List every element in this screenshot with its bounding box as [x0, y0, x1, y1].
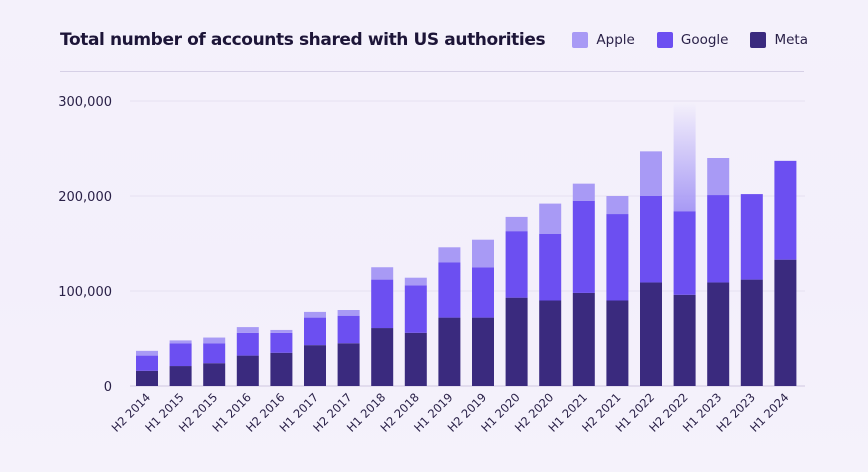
legend-item-apple: Apple [572, 32, 635, 48]
bar-meta-h1-2017 [304, 345, 326, 386]
bar-meta-h2-2016 [270, 352, 293, 386]
bar-google-h2-2022 [673, 211, 696, 295]
bar-apple-h1-2019 [438, 247, 461, 263]
y-tick-label: 0 [104, 380, 112, 395]
y-tick-label: 300,000 [58, 95, 112, 110]
legend-swatch-meta [750, 32, 767, 48]
bar-google-h1-2020 [505, 231, 528, 298]
legend-label-google: Google [680, 32, 729, 48]
bar-apple-h1-2017 [304, 311, 326, 318]
bar-meta-h1-2023 [707, 282, 730, 386]
bar-google-h1-2016 [236, 332, 259, 356]
bar-apple-h1-2020 [505, 216, 528, 232]
bar-meta-h1-2021 [572, 292, 595, 386]
bar-apple-h1-2021 [572, 183, 595, 201]
legend: Apple Google Meta [572, 32, 808, 48]
bar-google-h2-2021 [606, 214, 629, 301]
bar-apple-h2-2017 [337, 310, 360, 316]
bar-google-h1-2015 [169, 343, 192, 367]
bar-google-h2-2015 [203, 343, 226, 364]
bar-meta-h1-2022 [640, 282, 662, 386]
bar-google-h2-2019 [472, 267, 494, 318]
bar-meta-h2-2021 [606, 300, 629, 386]
bar-apple-h2-2022 [673, 102, 696, 212]
bar-meta-h1-2016 [236, 355, 259, 386]
legend-label-apple: Apple [596, 32, 635, 48]
bar-meta-h1-2019 [438, 317, 461, 386]
bar-google-h1-2018 [371, 279, 394, 329]
y-axis: 0 100,000 200,000 300,000 [58, 95, 112, 395]
bar-meta-h2-2017 [337, 343, 360, 386]
y-tick-label: 100,000 [58, 285, 112, 300]
bar-google-h2-2020 [539, 234, 562, 301]
grid-lines [130, 100, 805, 387]
legend-swatch-apple [572, 32, 589, 48]
bar-apple-h2-2015 [203, 337, 226, 344]
legend-swatch-google [656, 32, 673, 48]
bar-google-h2-2016 [270, 332, 293, 353]
bar-meta-h2-2023 [740, 279, 763, 386]
bar-google-h2-2017 [337, 315, 360, 344]
bar-google-h1-2019 [438, 262, 461, 318]
bar-meta-h2-2020 [539, 300, 562, 386]
legend-label-meta: Meta [774, 32, 808, 48]
bar-google-h2-2023 [740, 194, 763, 280]
bar-google-h1-2021 [572, 200, 595, 293]
bar-apple-h2-2020 [539, 203, 562, 234]
bar-meta-h1-2024 [774, 259, 797, 386]
bar-meta-h1-2018 [371, 328, 394, 386]
bar-meta-h2-2015 [203, 363, 226, 386]
bar-google-h1-2017 [304, 317, 326, 346]
legend-item-google: Google [656, 32, 729, 48]
title-divider [60, 71, 804, 72]
bar-google-h1-2022 [640, 196, 662, 283]
legend-item-meta: Meta [750, 32, 808, 48]
bar-google-h2-2018 [404, 285, 427, 333]
bar-meta-h1-2015 [169, 366, 192, 386]
bar-meta-h2-2018 [404, 332, 427, 386]
bar-apple-h1-2015 [169, 340, 192, 344]
bar-apple-h2-2016 [270, 329, 293, 333]
bar-meta-h2-2014 [136, 370, 158, 386]
bar-apple-h2-2018 [404, 277, 427, 286]
bar-meta-h2-2019 [472, 317, 494, 386]
bar-apple-h2-2019 [472, 239, 494, 268]
y-tick-label: 200,000 [58, 190, 112, 205]
bar-apple-h1-2016 [236, 327, 259, 333]
bar-apple-h2-2014 [136, 350, 158, 356]
bar-google-h1-2023 [707, 195, 730, 283]
bar-apple-h1-2023 [707, 158, 730, 196]
bar-meta-h2-2022 [673, 294, 696, 386]
bar-google-h2-2014 [136, 355, 158, 371]
bars [136, 102, 797, 386]
bar-meta-h1-2020 [505, 297, 528, 386]
chart-title: Total number of accounts shared with US … [60, 30, 546, 50]
bar-google-h1-2024 [774, 160, 797, 260]
bar-apple-h2-2021 [606, 196, 629, 215]
bar-apple-h1-2018 [371, 267, 394, 280]
bar-apple-h1-2022 [640, 151, 662, 196]
